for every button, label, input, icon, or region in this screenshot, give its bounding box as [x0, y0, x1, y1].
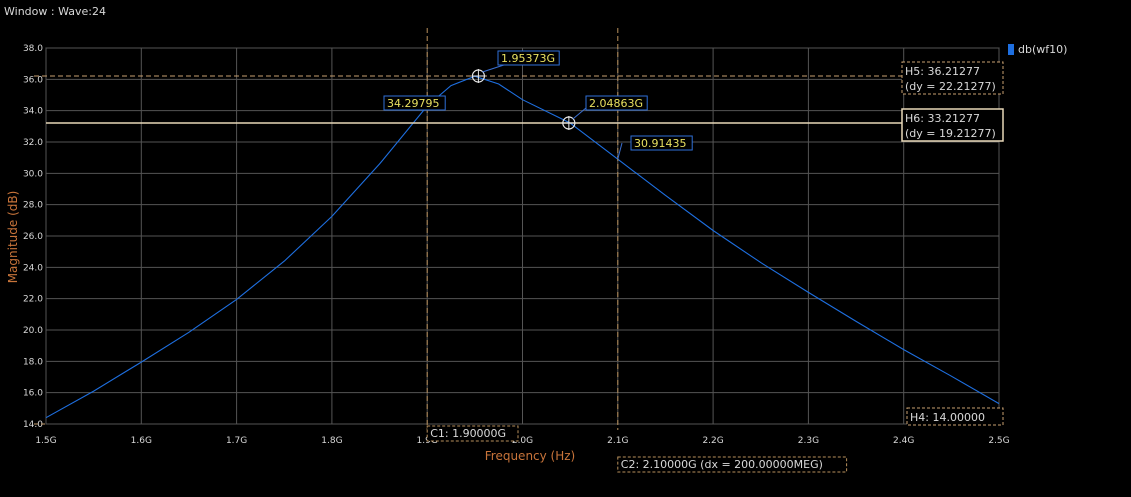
y-tick-label: 18.0	[23, 357, 43, 367]
legend-swatch	[1008, 44, 1014, 55]
cursor-dy-h6: (dy = 19.21277)	[905, 127, 996, 140]
marker-label: 30.91435	[634, 137, 687, 150]
y-tick-label: 36.0	[23, 75, 43, 85]
x-tick-label: 1.5G	[35, 436, 56, 446]
cursor-box-h6	[901, 108, 1004, 142]
x-tick-label: 2.1G	[607, 436, 628, 446]
y-tick-label: 20.0	[23, 326, 43, 336]
legend[interactable]: db(wf10)	[1008, 43, 1067, 56]
y-axis-label: Magnitude (dB)	[6, 191, 20, 284]
cursor-dy-h5: (dy = 22.21277)	[905, 80, 996, 93]
window-title: Window : Wave:24	[4, 5, 106, 18]
legend-label: db(wf10)	[1018, 43, 1068, 56]
x-tick-label: 1.6G	[131, 436, 152, 446]
x-tick-label: 2.5G	[988, 436, 1009, 446]
cursor-label-c2: C2: 2.10000G (dx = 200.00000MEG)	[621, 458, 823, 471]
marker-box	[630, 135, 693, 151]
x-tick-label: 2.4G	[893, 436, 914, 446]
x-tick-label: 1.8G	[321, 436, 342, 446]
y-tick-label: 22.0	[23, 295, 43, 305]
y-tick-label: 26.0	[23, 232, 43, 242]
x-axis-label: Frequency (Hz)	[485, 449, 576, 463]
marker-label: 2.04863G	[589, 97, 643, 110]
marker-leader	[617, 142, 623, 160]
x-tick-label: 2.3G	[798, 436, 819, 446]
y-tick-label: 14.0	[23, 420, 43, 430]
cursor-label-c1: C1: 1.90000G	[430, 427, 506, 440]
y-tick-label: 38.0	[23, 44, 43, 54]
x-tick-label: 1.7G	[226, 436, 247, 446]
cursor-label-h6: H6: 33.21277	[905, 112, 980, 125]
cursor-label-h5: H5: 36.21277	[905, 65, 980, 78]
marker-box	[585, 95, 648, 111]
marker-label: 1.95373G	[501, 52, 555, 65]
marker-box	[383, 95, 446, 111]
y-tick-label: 24.0	[23, 263, 43, 273]
y-tick-label: 30.0	[23, 169, 43, 179]
x-tick-label: 2.0G	[512, 436, 533, 446]
y-tick-label: 28.0	[23, 201, 43, 211]
cursor-box-c1	[426, 425, 519, 442]
series-line-db-wf10	[45, 75, 1000, 419]
y-tick-label: 16.0	[23, 389, 43, 399]
cursor-box-h4	[906, 407, 1004, 426]
cursor-label-h4: H4: 14.00000	[910, 411, 985, 424]
y-tick-label: 32.0	[23, 138, 43, 148]
cursor-box-h5	[901, 61, 1004, 95]
y-tick-label: 34.0	[23, 107, 43, 117]
marker-box	[497, 50, 560, 66]
x-tick-label: 2.2G	[702, 436, 723, 446]
cursor-box-c2	[617, 456, 848, 473]
marker-label: 34.29795	[387, 97, 440, 110]
marker-leader	[572, 107, 587, 120]
